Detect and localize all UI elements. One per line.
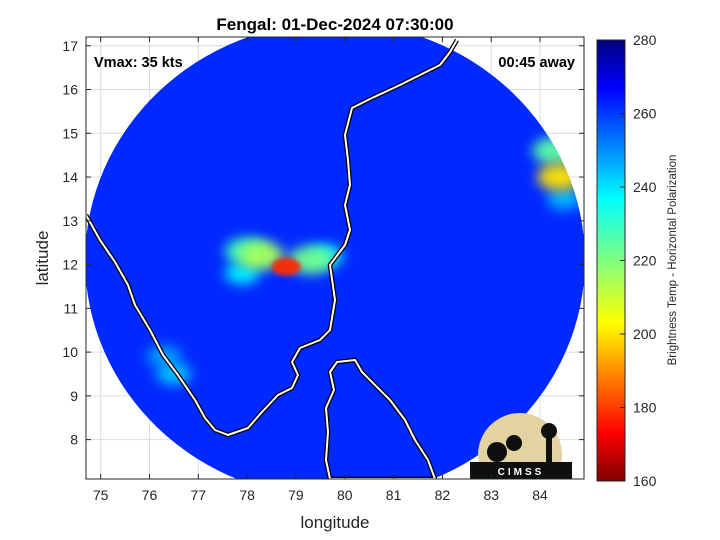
chart-title: Fengal: 01-Dec-2024 07:30:00: [216, 15, 453, 34]
y-tick-label: 10: [62, 344, 78, 360]
colorbar-tick-label: 200: [633, 326, 657, 342]
x-tick-label: 80: [337, 487, 353, 503]
y-tick-label: 8: [70, 432, 78, 448]
y-tick-label: 14: [62, 169, 78, 185]
x-tick-label: 81: [386, 487, 402, 503]
brightness-feature: [546, 187, 583, 210]
colorbar-label: Brightness Temp - Horizontal Polarizatio…: [667, 155, 679, 366]
colorbar-tick-label: 240: [633, 179, 657, 195]
colorbar-tick-label: 160: [633, 473, 657, 489]
x-tick-label: 79: [288, 487, 304, 503]
x-axis-ticks: 75 76 77 78 79 80 81 82 83 84: [93, 37, 548, 503]
y-tick-label: 16: [62, 82, 78, 98]
x-axis-label: longitude: [300, 513, 369, 532]
x-tick-label: 78: [239, 487, 255, 503]
y-tick-label: 15: [62, 125, 78, 141]
x-tick-label: 76: [142, 487, 158, 503]
colorbar-tick-label: 260: [633, 106, 657, 122]
brightness-feature: [239, 241, 285, 270]
x-tick-label: 83: [483, 487, 499, 503]
plot-area: CIMSS: [86, 37, 584, 479]
svg-text:CIMSS: CIMSS: [498, 467, 545, 478]
plot-frame: [85, 36, 585, 480]
x-tick-label: 84: [532, 487, 548, 503]
y-axis-ticks: 8 9 10 11 12 13 14 15 16 17: [62, 38, 584, 448]
y-axis-label: latitude: [33, 231, 52, 286]
time-offset-annotation: 00:45 away: [498, 55, 575, 71]
x-tick-label: 75: [93, 487, 109, 503]
colorbar-tick-label: 180: [633, 400, 657, 416]
y-tick-label: 17: [62, 38, 78, 54]
cimss-logo: CIMSS: [470, 413, 572, 479]
y-tick-label: 9: [70, 388, 78, 404]
colorbar-tick-label: 280: [633, 32, 657, 48]
brightness-features: [146, 136, 583, 385]
coastline: [86, 38, 459, 479]
y-tick-label: 11: [63, 300, 78, 316]
brightness-feature: [271, 257, 301, 276]
colorbar-ticks: 160 180 200 220 240 260 280: [620, 32, 657, 489]
x-tick-label: 82: [435, 487, 451, 503]
vmax-annotation: Vmax: 35 kts: [94, 55, 183, 71]
y-tick-label: 12: [62, 257, 78, 273]
x-tick-label: 77: [191, 487, 207, 503]
y-tick-label: 13: [62, 213, 78, 229]
colorbar-tick-label: 220: [633, 253, 657, 269]
